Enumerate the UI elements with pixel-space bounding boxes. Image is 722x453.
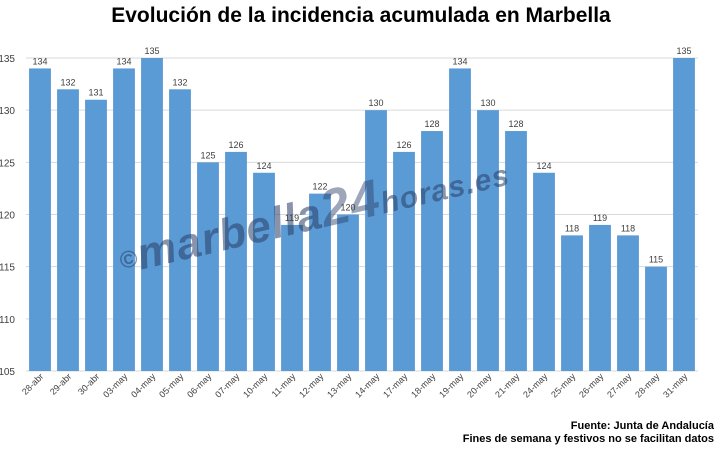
data-label: 132 [60,77,75,87]
bar [589,224,611,371]
bar [393,151,415,371]
data-label: 118 [565,223,579,233]
y-tick-label: 105 [0,367,15,378]
data-label: 130 [480,98,495,108]
y-tick-label: 135 [0,54,15,65]
y-tick-label: 120 [0,211,15,222]
bar [673,58,695,371]
data-label: 134 [452,56,467,66]
x-tick-label: 12-may [297,371,326,400]
bar [57,89,79,372]
bar [645,266,667,371]
data-label: 134 [116,56,131,66]
bar [85,99,107,371]
x-tick-label: 03-may [101,371,130,400]
x-tick-label: 21-may [493,371,522,400]
x-tick-label: 17-may [381,371,410,400]
x-tick-label: 10-may [241,371,270,400]
x-tick-label: 29-abr [48,371,73,396]
x-tick-label: 06-may [185,371,214,400]
x-tick-label: 28-may [633,371,662,400]
bar [449,68,471,371]
x-tick-label: 20-may [465,371,494,400]
bar [253,172,275,371]
data-label: 126 [396,140,411,150]
bar [225,151,247,371]
data-label: 115 [649,255,663,265]
x-tick-label: 13-may [325,371,354,400]
x-tick-label: 07-may [213,371,242,400]
data-label: 135 [144,46,159,56]
x-tick-label: 14-may [353,371,382,400]
x-tick-label: 26-may [577,371,606,400]
source-note: Fuente: Junta de Andalucía Fines de sema… [463,420,714,446]
data-label: 135 [676,46,691,56]
x-tick-label: 24-may [521,371,550,400]
y-tick-label: 110 [0,315,15,326]
data-label: 128 [424,119,439,129]
source-note-line: Fines de semana y festivos no se facilit… [462,433,714,445]
data-label: 126 [228,140,243,150]
data-label: 124 [536,161,551,171]
bar [309,193,331,371]
bar [281,224,303,371]
y-tick-label: 115 [0,263,15,274]
data-label: 128 [508,119,523,129]
x-tick-label: 18-may [409,371,438,400]
bar [337,214,359,371]
bar [477,110,499,372]
data-label: 120 [340,203,355,213]
data-label: 131 [88,88,103,98]
bar [561,235,583,371]
bar [533,172,555,371]
bar [365,110,387,372]
y-tick-label: 125 [0,158,15,169]
bar [113,68,135,371]
data-label: 119 [285,213,299,223]
data-label: 124 [256,161,271,171]
bar [617,235,639,371]
data-label: 118 [621,223,635,233]
data-label: 122 [312,182,327,192]
x-tick-label: 25-may [549,371,578,400]
x-tick-label: 27-may [605,371,634,400]
x-tick-label: 04-may [129,371,158,400]
data-label: 132 [172,77,187,87]
source-line: Fuente: Junta de Andalucía [570,420,714,432]
bar [505,131,527,371]
x-tick-label: 11-may [270,371,298,399]
bar [141,58,163,371]
data-label: 130 [368,98,383,108]
data-label: 125 [200,150,215,160]
y-tick-label: 130 [0,106,15,117]
bar [197,162,219,371]
x-tick-label: 30-abr [76,371,101,396]
data-label: 119 [593,213,607,223]
bar [169,89,191,372]
x-tick-label: 31-may [661,371,690,400]
x-tick-label: 05-may [157,371,186,400]
chart-title: Evolución de la incidencia acumulada en … [111,4,611,27]
bar [421,131,443,371]
bar [29,68,51,371]
data-label: 134 [32,56,47,66]
x-tick-label: 19-may [437,371,466,400]
x-tick-label: 28-abr [20,371,45,396]
